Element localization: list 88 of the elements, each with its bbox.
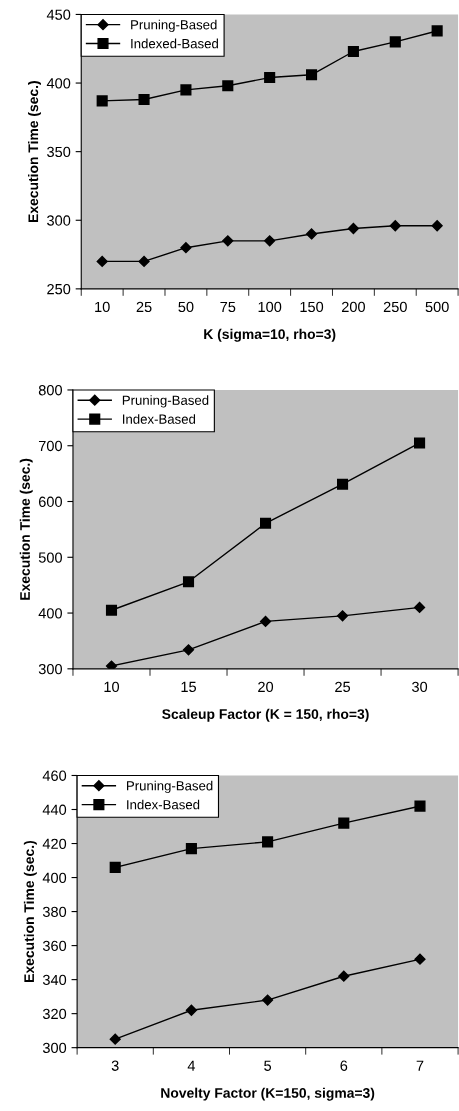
point bbox=[305, 228, 318, 240]
y-tick-label: 400 bbox=[38, 608, 62, 619]
point bbox=[96, 95, 108, 107]
point bbox=[336, 478, 349, 490]
y-tick-label: 400 bbox=[42, 872, 67, 883]
point bbox=[414, 953, 426, 965]
y-axis-title: Execution Time (sec.) bbox=[27, 81, 41, 222]
point bbox=[262, 836, 274, 848]
point bbox=[109, 1033, 121, 1045]
point bbox=[264, 235, 276, 247]
y-tick-label: 340 bbox=[42, 974, 67, 986]
point bbox=[180, 242, 192, 254]
y-tick-label: 600 bbox=[38, 496, 62, 507]
x-tick-label: 150 bbox=[300, 301, 324, 313]
x-tick-label: 500 bbox=[425, 301, 449, 313]
legend-label: Index-Based bbox=[127, 799, 200, 810]
point bbox=[138, 93, 150, 106]
point bbox=[414, 800, 426, 812]
x-tick-label: 4 bbox=[187, 1060, 196, 1071]
point bbox=[264, 72, 276, 84]
x-tick-label: 25 bbox=[335, 681, 351, 693]
y-tick-label: 700 bbox=[38, 440, 62, 452]
legend-label: Index-Based bbox=[123, 414, 196, 424]
x-tick-label: 10 bbox=[95, 301, 110, 313]
point bbox=[431, 25, 443, 37]
point bbox=[105, 604, 118, 616]
legend-label: Pruning-Based bbox=[127, 780, 213, 794]
y-axis-title: Execution Time (sec.) bbox=[23, 840, 37, 982]
point bbox=[96, 255, 108, 268]
y-tick-label: 450 bbox=[46, 9, 71, 20]
x-axis-title: K (sigma=10, rho=3) bbox=[204, 328, 336, 342]
point bbox=[180, 84, 192, 96]
x-tick-label: 15 bbox=[181, 681, 197, 693]
point bbox=[182, 576, 195, 588]
x-tick-label: 30 bbox=[412, 681, 428, 693]
point bbox=[431, 220, 443, 232]
point bbox=[259, 615, 272, 628]
y-tick-label: 800 bbox=[38, 385, 62, 396]
x-tick-label: 10 bbox=[104, 681, 120, 693]
x-tick-label: 50 bbox=[178, 301, 194, 313]
point bbox=[347, 222, 360, 235]
x-tick-label: 3 bbox=[111, 1060, 119, 1071]
x-tick-label: 250 bbox=[383, 301, 407, 313]
point bbox=[414, 437, 426, 449]
y-tick-label: 460 bbox=[42, 770, 67, 781]
point bbox=[305, 69, 318, 81]
x-tick-label: 200 bbox=[341, 301, 365, 313]
x-tick-label: 75 bbox=[220, 301, 236, 313]
y-tick-label: 300 bbox=[42, 1042, 67, 1054]
y-tick-label: 400 bbox=[46, 78, 71, 89]
point bbox=[389, 220, 401, 232]
point bbox=[347, 45, 359, 58]
x-tick-label: 25 bbox=[136, 301, 152, 313]
point bbox=[222, 235, 234, 247]
x-axis-title: Novelty Factor (K=150, sigma=3) bbox=[161, 1087, 375, 1101]
point bbox=[338, 817, 350, 829]
y-tick-label: 360 bbox=[42, 940, 67, 952]
legend-label: Indexed-Based bbox=[131, 38, 218, 49]
y-tick-label: 320 bbox=[42, 1008, 67, 1020]
y-tick-label: 300 bbox=[47, 215, 71, 226]
point bbox=[138, 255, 150, 268]
point bbox=[259, 517, 272, 529]
x-tick-label: 5 bbox=[264, 1060, 272, 1071]
x-axis-title: Scaleup Factor (K = 150, rho=3) bbox=[162, 708, 369, 722]
point bbox=[413, 601, 426, 614]
point bbox=[336, 610, 349, 622]
point bbox=[185, 843, 197, 855]
y-tick-label: 250 bbox=[47, 283, 71, 295]
point bbox=[222, 80, 234, 92]
y-tick-label: 440 bbox=[42, 804, 67, 815]
legend-label: Pruning-Based bbox=[122, 395, 209, 408]
legend-label: Pruning-Based bbox=[131, 19, 217, 33]
point bbox=[261, 994, 274, 1006]
x-tick-label: 100 bbox=[258, 301, 282, 313]
y-tick-label: 380 bbox=[42, 906, 67, 917]
y-tick-label: 500 bbox=[38, 552, 62, 563]
y-tick-label: 300 bbox=[38, 663, 62, 675]
x-tick-label: 6 bbox=[340, 1060, 348, 1071]
y-axis-title: Execution Time (sec.) bbox=[19, 458, 33, 600]
y-tick-label: 350 bbox=[47, 146, 71, 158]
point bbox=[109, 861, 121, 873]
x-tick-label: 20 bbox=[258, 681, 274, 693]
point bbox=[338, 970, 350, 982]
point bbox=[389, 36, 401, 48]
point bbox=[185, 1004, 198, 1016]
y-tick-label: 420 bbox=[42, 838, 67, 849]
x-tick-label: 7 bbox=[416, 1060, 424, 1071]
point bbox=[182, 644, 195, 656]
